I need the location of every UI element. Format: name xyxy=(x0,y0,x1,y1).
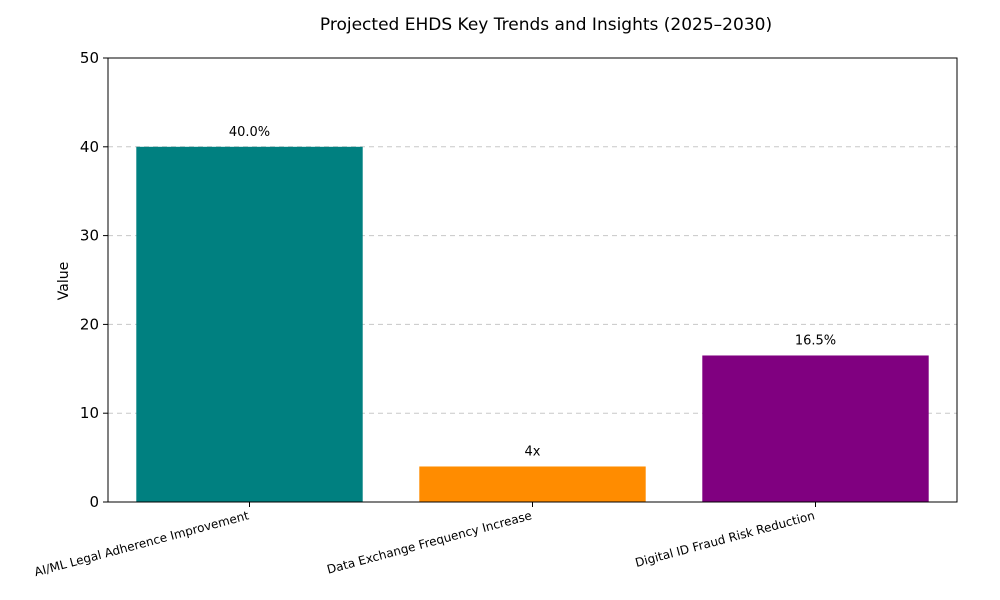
data-label: 4x xyxy=(525,444,541,459)
x-tick-label: AI/ML Legal Adherence Improvement xyxy=(33,508,251,579)
y-tick-label: 50 xyxy=(80,49,99,67)
y-tick-label: 40 xyxy=(80,138,99,156)
gridlines xyxy=(108,146,957,414)
data-label: 40.0% xyxy=(229,125,270,140)
y-tick-label: 10 xyxy=(80,404,99,422)
bar xyxy=(419,466,646,502)
data-labels: 40.0% 4x 16.5% xyxy=(229,125,836,460)
bars xyxy=(136,146,929,503)
y-tick-label: 30 xyxy=(80,227,99,245)
bar xyxy=(702,355,929,502)
chart-title: Projected EHDS Key Trends and Insights (… xyxy=(320,15,772,35)
x-tick-label: Data Exchange Frequency Increase xyxy=(325,508,533,576)
y-axis-title: Value xyxy=(56,262,72,300)
y-tick-label: 20 xyxy=(80,315,99,333)
x-tick-label: Digital ID Fraud Risk Reduction xyxy=(634,508,817,569)
y-axis: 0 10 20 30 40 50 xyxy=(80,49,108,511)
data-label: 16.5% xyxy=(795,333,836,348)
bar xyxy=(136,146,363,503)
x-axis: AI/ML Legal Adherence Improvement Data Ex… xyxy=(33,502,816,579)
y-tick-label: 0 xyxy=(89,493,99,511)
